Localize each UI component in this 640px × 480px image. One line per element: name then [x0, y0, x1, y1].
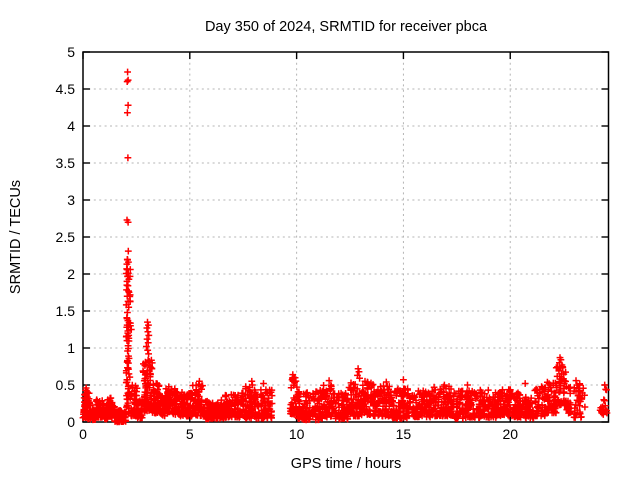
chart-title: Day 350 of 2024, SRMTID for receiver pbc…: [205, 19, 488, 35]
y-tick-label: 2.5: [56, 229, 76, 245]
x-tick-label: 15: [396, 426, 412, 442]
plot-border: [82, 51, 610, 423]
axis-ticks: [82, 51, 609, 423]
y-tick-label: 1: [67, 340, 75, 356]
y-tick-label: 0: [67, 414, 75, 430]
tick-labels: 0 5 10 15 20 0 0.5 1 1.5 2 2.5 3 3.5 4 4.5 5: [56, 44, 519, 442]
x-axis-title: GPS time / hours: [291, 456, 401, 472]
x-tick-label: 20: [502, 426, 518, 442]
y-tick-label: 0.5: [56, 377, 76, 393]
y-tick-label: 1.5: [56, 303, 76, 319]
y-tick-label: 5: [67, 44, 75, 60]
y-tick-label: 4: [67, 118, 75, 134]
grid-lines: [83, 52, 609, 422]
y-tick-label: 3.5: [56, 155, 76, 171]
y-axis-title: SRMTID / TECUs: [8, 180, 24, 294]
y-tick-label: 4.5: [56, 81, 76, 97]
y-tick-label: 2: [67, 266, 75, 282]
y-tick-label: 3: [67, 192, 75, 208]
data-points: [79, 68, 611, 426]
x-tick-label: 0: [79, 426, 87, 442]
x-tick-label: 5: [186, 426, 194, 442]
x-tick-label: 10: [289, 426, 305, 442]
